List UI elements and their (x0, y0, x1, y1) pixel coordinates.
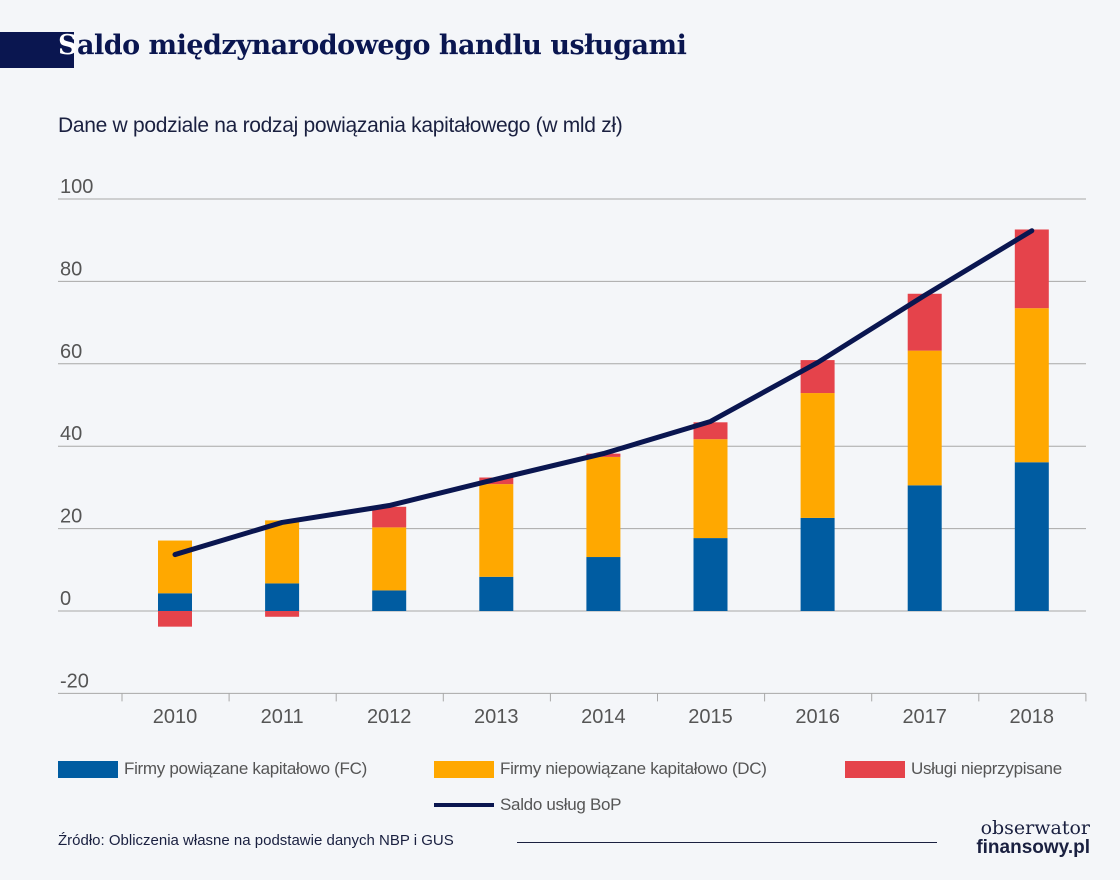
bar-segment-dc (372, 527, 407, 591)
bar-segment-dc (693, 439, 728, 539)
bar-segment-fc (372, 590, 407, 611)
legend-item-unassigned: Usługi nieprzypisane (845, 759, 1062, 779)
legend-label-fc: Firmy powiązane kapitałowo (FC) (124, 759, 367, 778)
y-tick-label: 40 (60, 423, 82, 445)
chart-title: Saldo międzynarodowego handlu usługami (58, 30, 687, 61)
legend-label-dc: Firmy niepowiązane kapitałowo (DC) (500, 759, 767, 778)
y-tick-label: 0 (60, 588, 71, 610)
bar-segment-unassigned (158, 611, 192, 627)
x-tick-label: 2014 (581, 706, 626, 728)
bar-segment-fc (158, 593, 192, 611)
logo-line2: finansowy.pl (976, 837, 1090, 858)
bar-segment-dc (265, 520, 300, 584)
bar-segment-fc (479, 576, 514, 611)
bar-segment-fc (265, 583, 300, 611)
bar-segment-fc (1014, 462, 1049, 611)
x-tick-label: 2011 (261, 706, 304, 728)
x-tick-label: 2010 (153, 706, 198, 728)
logo: obserwator finansowy.pl (950, 818, 1090, 858)
legend-item-dc: Firmy niepowiązane kapitałowo (DC) (434, 759, 767, 779)
bar-segment-unassigned (265, 611, 300, 617)
bar-segment-dc (479, 484, 514, 577)
bar-segment-fc (800, 517, 835, 611)
x-tick-label: 2017 (902, 706, 947, 728)
legend-item-fc: Firmy powiązane kapitałowo (FC) (58, 759, 367, 779)
legend-swatch-unassigned (845, 760, 905, 778)
bar-segment-dc (907, 350, 942, 486)
bar-segment-unassigned (800, 360, 835, 394)
x-tick-label: 2013 (474, 706, 519, 728)
bar-segment-fc (693, 538, 728, 611)
x-tick-label: 2015 (688, 706, 733, 728)
bar-segment-unassigned (1014, 229, 1049, 309)
bar-segment-unassigned (372, 506, 407, 528)
y-tick-label: 20 (60, 506, 82, 528)
chart-subtitle: Dane w podziale na rodzaj powiązania kap… (58, 114, 623, 137)
title-rest: aldo międzynarodowego handlu usługami (77, 30, 687, 61)
y-tick-label: -20 (60, 670, 89, 692)
legend-swatch-fc (58, 760, 118, 778)
x-tick-label: 2018 (1010, 706, 1055, 728)
logo-line1: obserwator (980, 817, 1090, 839)
y-tick-label: 60 (60, 341, 82, 363)
legend-label-bop: Saldo usług BoP (500, 795, 622, 814)
bar-segment-dc (586, 456, 621, 558)
title-accent-bar (0, 32, 74, 68)
legend-swatch-dc (434, 760, 494, 778)
source-note: Źródło: Obliczenia własne na podstawie d… (58, 832, 454, 849)
source-divider (517, 842, 937, 843)
bar-segment-fc (586, 557, 621, 611)
bar-segment-dc (1014, 308, 1049, 463)
title-first-letter: S (58, 30, 78, 61)
y-tick-label: 80 (60, 258, 82, 280)
legend-item-bop: Saldo usług BoP (434, 795, 622, 815)
bar-segment-fc (907, 485, 942, 611)
bar-segment-dc (800, 393, 835, 518)
legend-line-bop (434, 803, 494, 807)
x-tick-label: 2016 (795, 706, 840, 728)
x-tick-label: 2012 (367, 706, 412, 728)
y-tick-label: 100 (60, 176, 93, 198)
legend-label-unassigned: Usługi nieprzypisane (911, 759, 1062, 778)
